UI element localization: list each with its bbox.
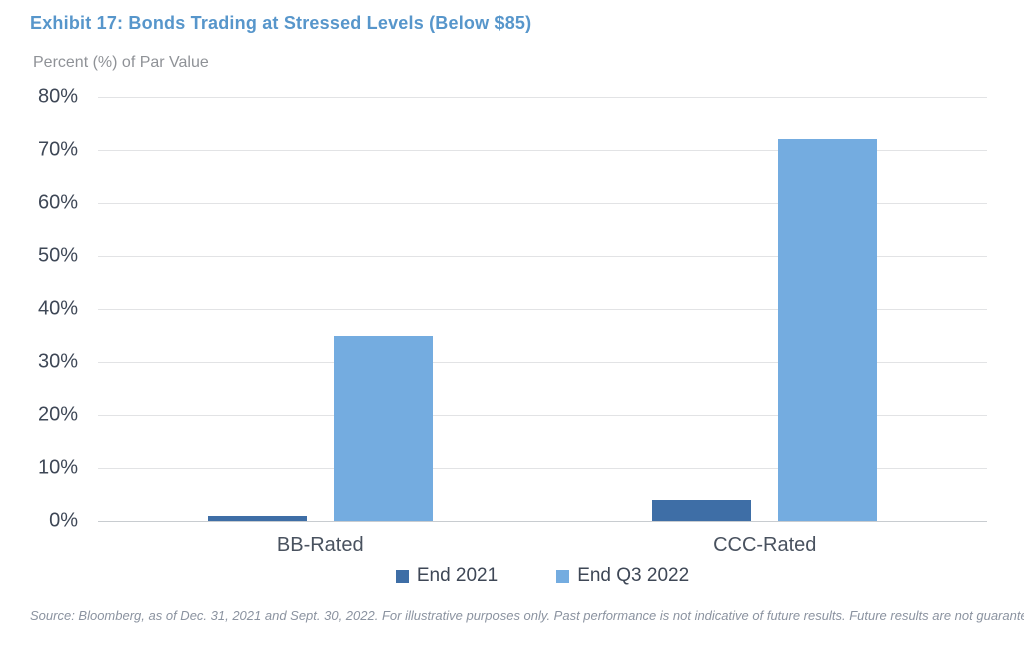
gridline <box>98 97 987 98</box>
chart-title: Exhibit 17: Bonds Trading at Stressed Le… <box>30 13 532 33</box>
gridline <box>98 256 987 257</box>
legend-swatch-icon <box>556 569 570 583</box>
legend-label: End Q3 2022 <box>577 565 690 586</box>
gridline <box>98 468 987 469</box>
gridline <box>98 415 987 416</box>
legend-item-end-2021: End 2021 <box>395 565 499 587</box>
y-tick-label: 80% <box>37 85 78 108</box>
legend-item-end-q3-2022: End Q3 2022 <box>556 565 689 587</box>
bar-ccc-rated-end-2021 <box>652 499 752 521</box>
y-axis-labels: 0% 10% 20% 30% 40% 50% 60% 70% 80% <box>18 86 78 532</box>
gridline <box>98 309 987 310</box>
y-tick-label: 20% <box>37 403 78 426</box>
gridline <box>98 362 987 363</box>
x-tick-label: BB-Rated <box>276 534 364 556</box>
y-tick-label: 70% <box>37 138 78 161</box>
source-note: Source: Bloomberg, as of Dec. 31, 2021 a… <box>30 608 1024 623</box>
legend: End 2021 End Q3 2022 <box>98 565 987 587</box>
gridline <box>98 203 987 204</box>
x-axis-labels: BB-Rated CCC-Rated <box>98 534 987 560</box>
x-axis-baseline <box>98 521 987 522</box>
legend-swatch-icon <box>395 569 409 583</box>
bar-bb-rated-end-2021 <box>207 515 307 521</box>
legend-label: End 2021 <box>416 565 499 586</box>
bar-ccc-rated-end-q3-2022 <box>778 139 878 521</box>
y-axis-title: Percent (%) of Par Value <box>33 54 209 71</box>
x-tick-label: CCC-Rated <box>713 534 817 556</box>
bar-bb-rated-end-q3-2022 <box>333 335 433 521</box>
y-tick-label: 40% <box>37 297 78 320</box>
y-tick-label: 10% <box>37 456 78 479</box>
plot-area <box>98 97 987 522</box>
y-tick-label: 50% <box>37 244 78 267</box>
y-tick-label: 0% <box>49 509 78 532</box>
gridline <box>98 150 987 151</box>
y-tick-label: 30% <box>37 350 78 373</box>
y-tick-label: 60% <box>37 191 78 214</box>
